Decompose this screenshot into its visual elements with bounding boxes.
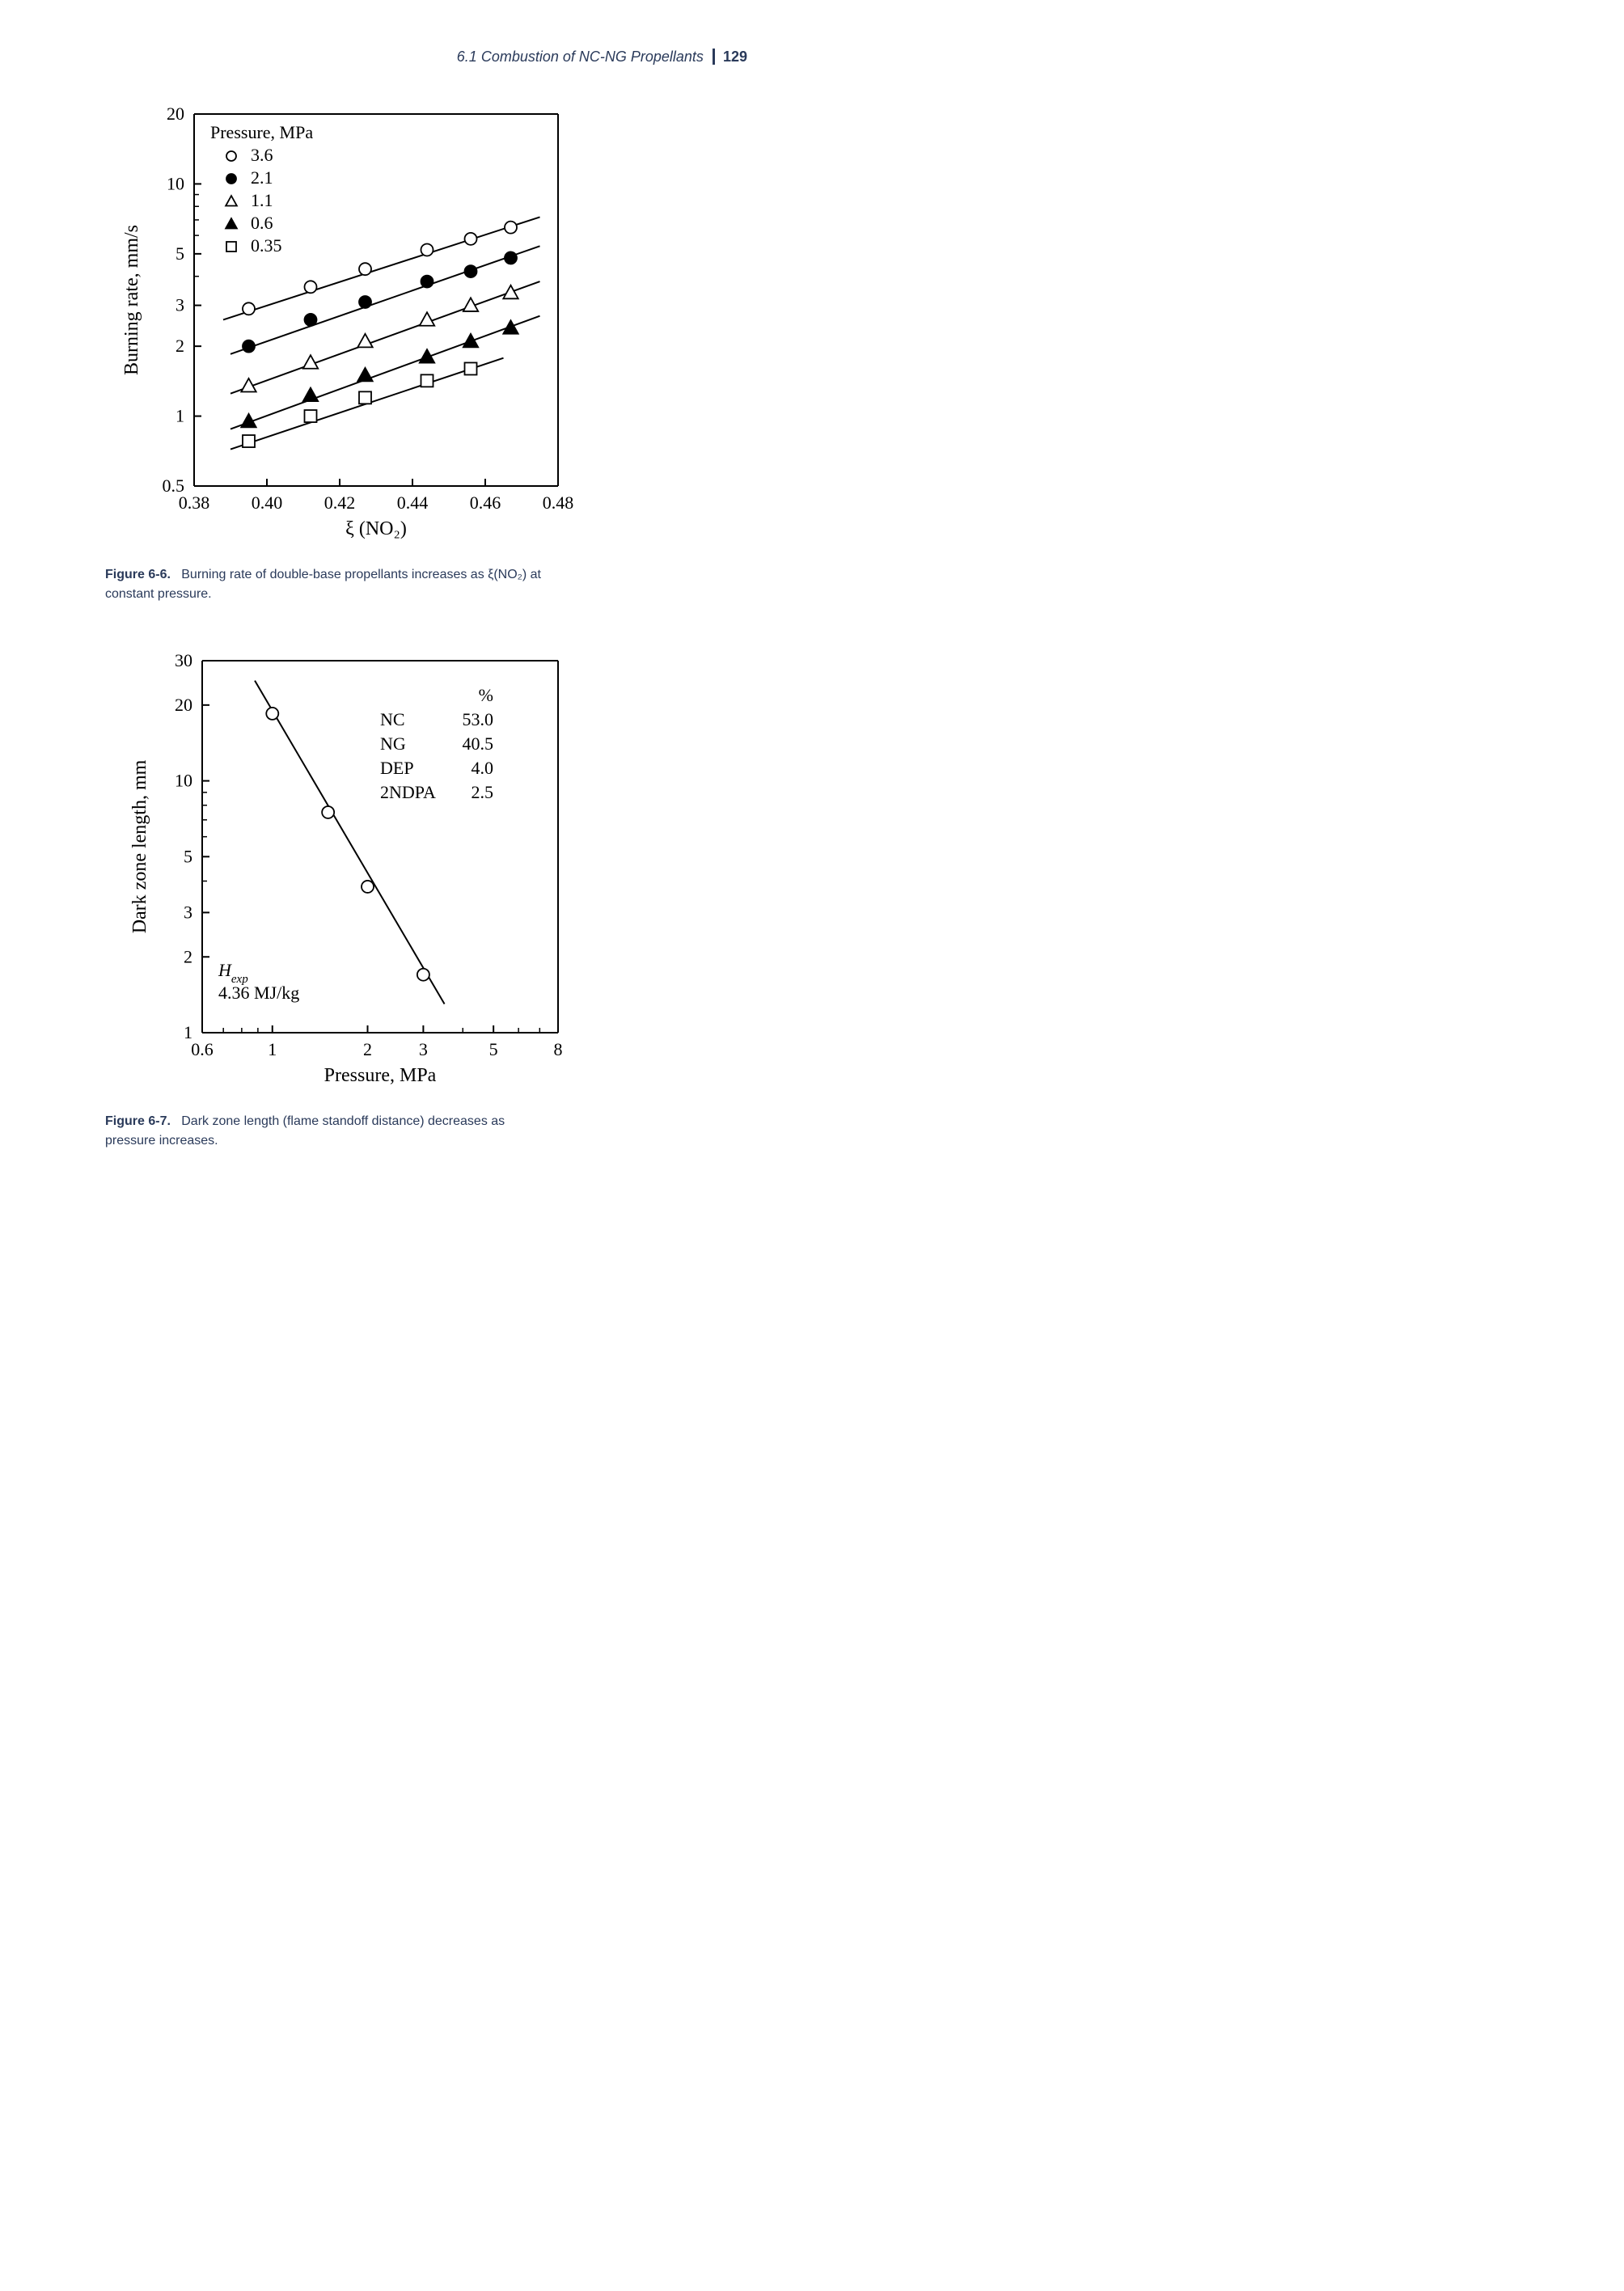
svg-text:8: 8	[554, 1039, 563, 1059]
svg-text:0.42: 0.42	[324, 492, 356, 513]
svg-text:Dark zone length, mm: Dark zone length, mm	[129, 759, 150, 933]
figure-6-7: 0.6123581235102030Pressure, MPaDark zone…	[105, 645, 747, 1151]
svg-text:0.5: 0.5	[163, 476, 185, 496]
svg-text:2: 2	[176, 336, 184, 356]
figure-6-6: 0.380.400.420.440.460.480.512351020ξ (NO…	[105, 98, 747, 604]
svg-text:2.5: 2.5	[472, 782, 494, 802]
svg-text:2: 2	[184, 946, 192, 966]
svg-text:10: 10	[167, 173, 184, 193]
svg-text:53.0: 53.0	[463, 709, 494, 729]
svg-text:3.6: 3.6	[251, 145, 273, 165]
svg-text:5: 5	[489, 1039, 498, 1059]
svg-text:1: 1	[184, 1022, 192, 1042]
running-header: 6.1 Combustion of NC-NG Propellants 129	[81, 49, 747, 66]
figure-6-7-caption: Figure 6-7. Dark zone length (flame stan…	[105, 1112, 558, 1151]
svg-text:Burning rate, mm/s: Burning rate, mm/s	[121, 225, 142, 375]
svg-text:0.46: 0.46	[470, 492, 501, 513]
svg-text:5: 5	[176, 243, 184, 264]
svg-text:NC: NC	[380, 709, 405, 729]
svg-text:NG: NG	[380, 733, 406, 754]
svg-text:3: 3	[184, 902, 192, 922]
svg-text:40.5: 40.5	[463, 733, 494, 754]
figure-6-7-svg: 0.6123581235102030Pressure, MPaDark zone…	[105, 645, 590, 1097]
svg-text:0.6: 0.6	[251, 213, 273, 233]
svg-text:Pressure, MPa: Pressure, MPa	[210, 122, 313, 142]
svg-text:0.6: 0.6	[191, 1039, 214, 1059]
page: 6.1 Combustion of NC-NG Propellants 129 …	[0, 0, 812, 1256]
svg-text:0.48: 0.48	[543, 492, 574, 513]
caption-label: Figure 6-6.	[105, 568, 171, 581]
svg-text:2NDPA: 2NDPA	[380, 782, 436, 802]
svg-text:5: 5	[184, 846, 192, 866]
svg-text:1: 1	[268, 1039, 277, 1059]
svg-text:10: 10	[175, 771, 192, 791]
svg-text:3: 3	[419, 1039, 428, 1059]
svg-text:30: 30	[175, 650, 192, 670]
figure-6-6-caption: Figure 6-6. Burning rate of double-base …	[105, 565, 558, 604]
svg-text:1.1: 1.1	[251, 190, 273, 210]
caption-text: Burning rate of double-base propellants …	[105, 568, 541, 601]
svg-text:2: 2	[363, 1039, 372, 1059]
svg-text:20: 20	[167, 104, 184, 124]
svg-text:4.36 MJ/kg: 4.36 MJ/kg	[218, 983, 299, 1003]
svg-text:3: 3	[176, 295, 184, 315]
svg-text:Pressure, MPa: Pressure, MPa	[324, 1065, 437, 1086]
svg-text:2.1: 2.1	[251, 167, 273, 188]
caption-label: Figure 6-7.	[105, 1114, 171, 1128]
svg-text:0.44: 0.44	[397, 492, 429, 513]
svg-text:ξ (NO₂): ξ (NO₂)	[345, 518, 407, 539]
page-number: 129	[713, 49, 747, 65]
svg-text:DEP: DEP	[380, 758, 414, 778]
svg-text:0.40: 0.40	[252, 492, 283, 513]
figure-6-6-svg: 0.380.400.420.440.460.480.512351020ξ (NO…	[105, 98, 590, 551]
svg-text:0.35: 0.35	[251, 235, 282, 256]
svg-text:1: 1	[176, 406, 184, 426]
section-title: 6.1 Combustion of NC-NG Propellants	[457, 49, 704, 65]
svg-text:4.0: 4.0	[472, 758, 494, 778]
svg-text:%: %	[479, 685, 493, 705]
svg-text:20: 20	[175, 695, 192, 715]
